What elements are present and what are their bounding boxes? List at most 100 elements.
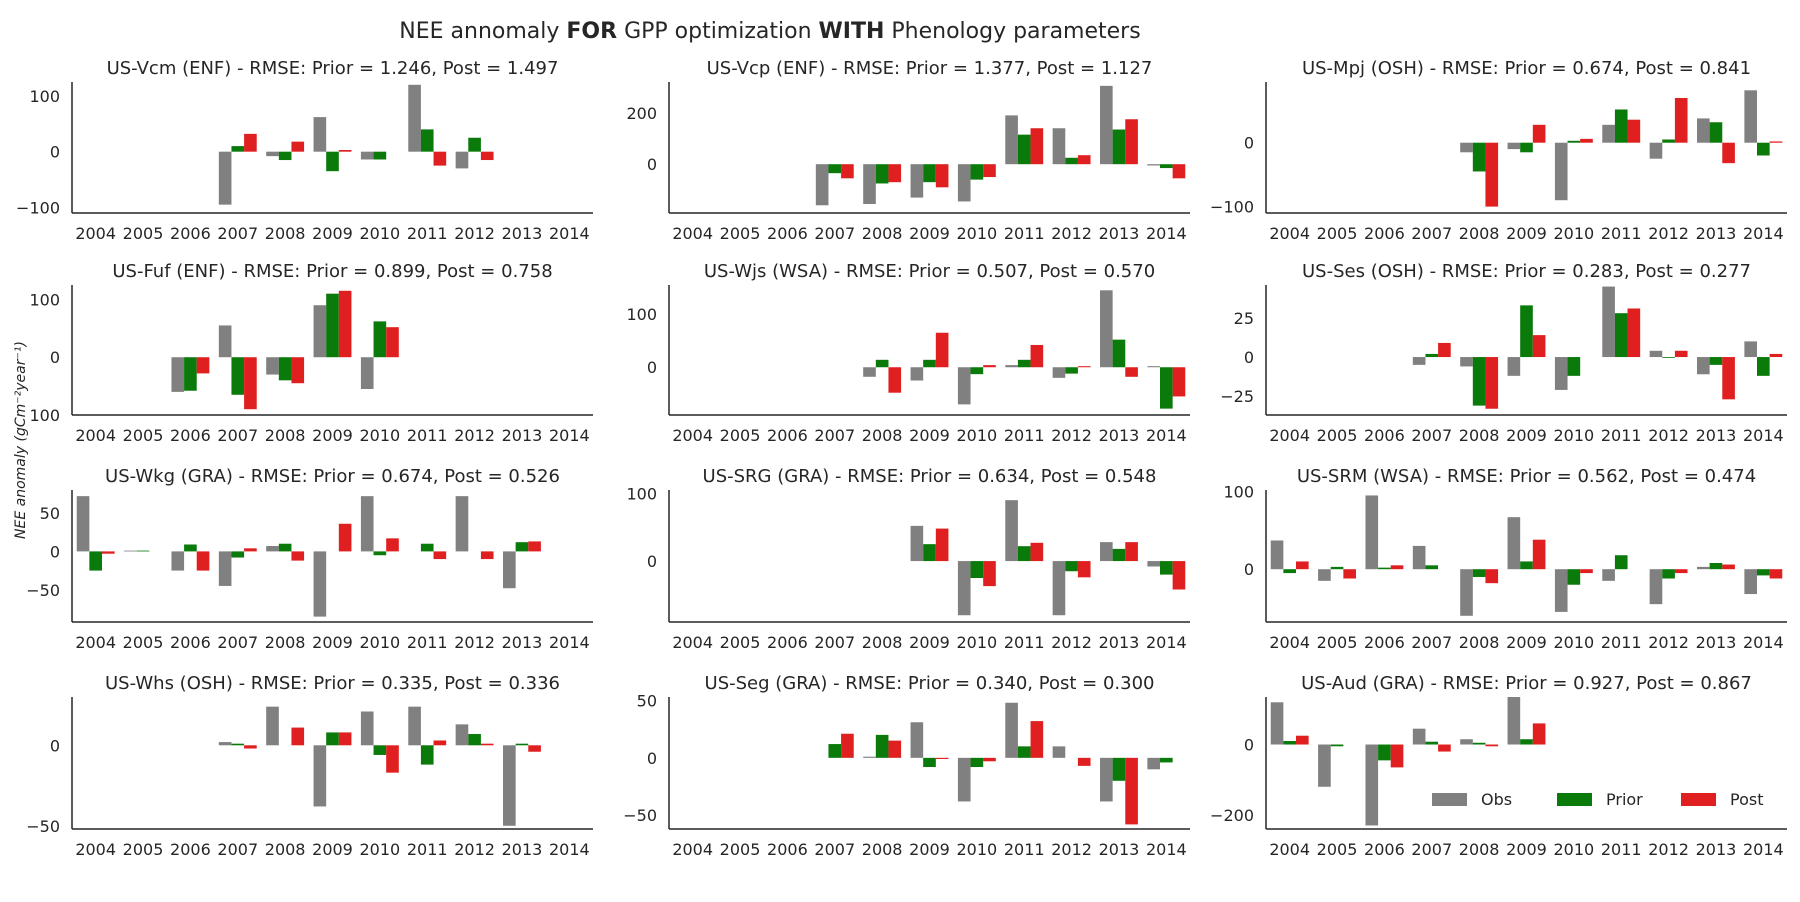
bar-obs [1554, 357, 1568, 390]
bar-post [1077, 366, 1091, 368]
y-tick-label: 50 [40, 504, 60, 523]
bar-prior [468, 137, 481, 152]
legend-swatch-obs [1432, 793, 1467, 806]
bar-obs [455, 496, 469, 552]
bar-post [433, 551, 447, 560]
bar-prior [875, 164, 889, 184]
figure-title-part: FOR [566, 19, 617, 44]
subplot-title: US-Wkg (GRA) - RMSE: Prior = 0.674, Post… [105, 466, 560, 487]
x-tick-label: 2011 [1004, 633, 1045, 652]
y-tick-label: 0 [647, 358, 657, 377]
x-tick-label: 2014 [1743, 224, 1784, 243]
bar-obs [1412, 357, 1426, 365]
x-tick-label: 2012 [1648, 224, 1689, 243]
bar-obs [1602, 569, 1615, 581]
x-tick-label: 2004 [75, 426, 116, 445]
x-tick-label: 2006 [170, 224, 211, 243]
bar-post [1030, 344, 1044, 368]
bar-post [1295, 561, 1309, 570]
bar-post [1674, 350, 1688, 358]
bar-post [480, 151, 494, 161]
bar-prior [326, 732, 339, 746]
x-tick-label: 2006 [1364, 426, 1405, 445]
bar-post [433, 740, 447, 746]
subplot-title: US-SRM (WSA) - RMSE: Prior = 0.562, Post… [1297, 466, 1756, 487]
y-tick-label: 0 [50, 736, 60, 755]
x-tick-label: 2009 [909, 840, 950, 859]
bar-post [244, 133, 257, 152]
bar-prior [1709, 357, 1723, 365]
bar-post [338, 732, 352, 746]
bar-prior [373, 551, 387, 556]
x-tick-label: 2007 [217, 840, 258, 859]
bar-post [291, 357, 305, 384]
bar-obs [1270, 540, 1284, 570]
x-tick-label: 2011 [407, 840, 448, 859]
bar-obs [1100, 85, 1113, 165]
bar-post [1390, 744, 1404, 768]
bar-post [244, 357, 257, 410]
bar-post [1674, 97, 1688, 143]
bar-post [338, 150, 352, 152]
bar-prior [1112, 757, 1126, 781]
x-tick-label: 2008 [862, 426, 903, 445]
bar-post [386, 538, 399, 552]
bar-post [480, 743, 494, 746]
bar-post [983, 365, 996, 368]
x-tick-label: 2008 [265, 426, 306, 445]
bar-post [291, 551, 305, 561]
y-tick-label: 0 [647, 155, 657, 174]
subplot: US-Whs (OSH) - RMSE: Prior = 0.335, Post… [26, 673, 593, 859]
bar-prior [278, 151, 292, 161]
y-tick-label: 100 [626, 305, 657, 324]
x-tick-label: 2013 [1099, 224, 1140, 243]
bar-prior [970, 367, 984, 375]
bar-post [1485, 744, 1499, 747]
x-tick-label: 2004 [672, 426, 713, 445]
bar-prior [923, 164, 936, 183]
bar-prior [1112, 548, 1126, 562]
bar-obs [1318, 569, 1331, 581]
x-tick-label: 2009 [1506, 633, 1547, 652]
bar-obs [1100, 290, 1113, 368]
bar-prior [231, 743, 245, 746]
bar-post [386, 745, 399, 773]
y-tick-label: 0 [1244, 134, 1254, 153]
bar-post [1532, 723, 1546, 745]
bar-obs [1365, 495, 1379, 570]
bar-prior [1614, 109, 1628, 143]
x-tick-label: 2008 [1459, 633, 1500, 652]
bar-obs [266, 151, 279, 157]
subplot-title: US-Seg (GRA) - RMSE: Prior = 0.340, Post… [705, 673, 1155, 694]
bar-post [1627, 308, 1641, 358]
bar-prior [89, 551, 102, 571]
x-tick-label: 2014 [1743, 426, 1784, 445]
bar-post [935, 528, 949, 562]
bar-prior [420, 543, 434, 552]
subplot-title: US-Vcp (ENF) - RMSE: Prior = 1.377, Post… [707, 58, 1153, 79]
y-tick-label: 25 [1234, 309, 1254, 328]
x-tick-label: 2009 [312, 426, 353, 445]
x-tick-label: 2007 [217, 224, 258, 243]
bar-prior [1614, 313, 1628, 358]
bar-prior [1567, 140, 1581, 143]
subplot: US-Ses (OSH) - RMSE: Prior = 0.283, Post… [1220, 261, 1787, 445]
x-tick-label: 2004 [75, 840, 116, 859]
subplot-grid: US-Vcm (ENF) - RMSE: Prior = 1.246, Post… [16, 58, 1787, 859]
bar-prior [875, 359, 889, 368]
x-tick-label: 2010 [360, 224, 401, 243]
bar-post [1769, 141, 1783, 143]
x-tick-label: 2005 [123, 224, 164, 243]
x-tick-label: 2013 [502, 426, 543, 445]
bar-obs [1554, 142, 1568, 201]
x-tick-label: 2004 [672, 633, 713, 652]
bar-obs [1052, 128, 1066, 165]
bar-post [528, 541, 541, 552]
x-tick-label: 2011 [407, 633, 448, 652]
bar-post [1030, 721, 1044, 758]
bar-obs [408, 706, 421, 746]
x-tick-label: 2006 [170, 426, 211, 445]
bar-obs [455, 724, 469, 746]
x-tick-label: 2005 [123, 426, 164, 445]
